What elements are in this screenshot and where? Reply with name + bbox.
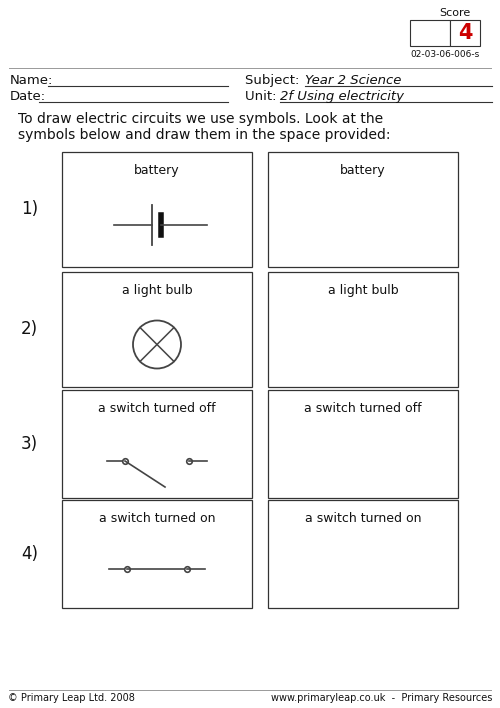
Text: 3): 3) <box>21 435 38 453</box>
Bar <box>268 390 458 498</box>
Text: Subject:: Subject: <box>245 74 304 87</box>
Bar <box>268 272 458 387</box>
Text: 4: 4 <box>458 23 472 43</box>
Text: 2f Using electricity: 2f Using electricity <box>280 90 404 103</box>
Bar <box>410 20 450 46</box>
Text: a switch turned off: a switch turned off <box>304 402 422 415</box>
Bar <box>62 152 252 267</box>
Text: a switch turned off: a switch turned off <box>98 402 216 415</box>
Text: Unit:: Unit: <box>245 90 281 103</box>
Bar <box>268 500 458 608</box>
Text: Score: Score <box>440 8 470 18</box>
Text: a switch turned on: a switch turned on <box>305 512 421 525</box>
Text: www.primaryleap.co.uk  -  Primary Resources: www.primaryleap.co.uk - Primary Resource… <box>270 693 492 703</box>
Bar <box>62 390 252 498</box>
Text: a switch turned on: a switch turned on <box>99 512 215 525</box>
Text: Name:: Name: <box>10 74 54 87</box>
Text: 1): 1) <box>21 200 38 219</box>
Text: To draw electric circuits we use symbols. Look at the: To draw electric circuits we use symbols… <box>18 112 383 126</box>
Text: symbols below and draw them in the space provided:: symbols below and draw them in the space… <box>18 128 390 142</box>
Text: 2): 2) <box>21 321 38 338</box>
Bar <box>62 272 252 387</box>
Bar <box>268 152 458 267</box>
Text: a light bulb: a light bulb <box>328 284 398 297</box>
Text: © Primary Leap Ltd. 2008: © Primary Leap Ltd. 2008 <box>8 693 135 703</box>
Text: a light bulb: a light bulb <box>122 284 192 297</box>
Text: 4): 4) <box>21 545 38 563</box>
Bar <box>62 500 252 608</box>
Text: 02-03-06-006-s: 02-03-06-006-s <box>410 50 480 59</box>
Text: battery: battery <box>340 164 386 177</box>
Text: Year 2 Science: Year 2 Science <box>305 74 402 87</box>
Text: battery: battery <box>134 164 180 177</box>
Text: Date:: Date: <box>10 90 46 103</box>
Bar <box>450 20 480 46</box>
